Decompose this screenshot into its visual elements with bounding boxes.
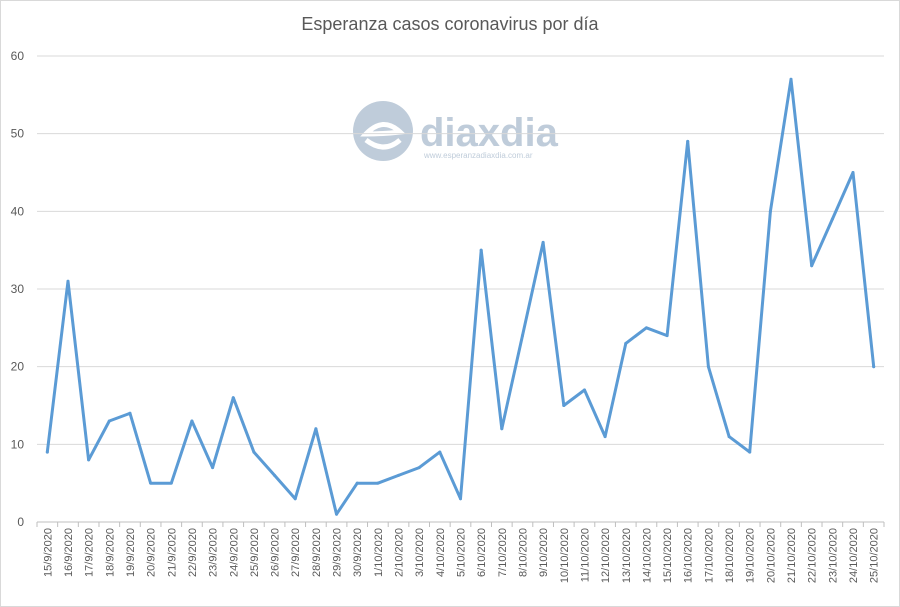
y-tick-label: 60	[11, 49, 25, 63]
data-point	[789, 77, 793, 81]
data-point	[273, 473, 277, 477]
x-tick-label: 19/9/2020	[125, 528, 137, 577]
x-tick-label: 27/9/2020	[290, 528, 302, 577]
data-point	[211, 466, 215, 470]
x-tick-label: 11/10/2020	[579, 528, 591, 582]
x-tick-label: 3/10/2020	[414, 528, 426, 577]
watermark-logo: diaxdia www.esperanzadiaxdia.com.ar	[353, 101, 559, 161]
data-point	[810, 264, 814, 268]
data-point	[603, 435, 607, 439]
data-point	[665, 334, 669, 338]
x-tick-label: 15/9/2020	[42, 528, 54, 577]
data-point	[293, 497, 297, 501]
y-tick-label: 50	[11, 127, 25, 141]
data-point	[376, 481, 380, 485]
x-tick-label: 7/10/2020	[497, 528, 509, 577]
data-point	[872, 365, 876, 369]
x-tick-label: 10/10/2020	[559, 528, 571, 583]
data-point	[252, 450, 256, 454]
x-tick-label: 6/10/2020	[476, 528, 488, 577]
chart-title: Esperanza casos coronavirus por día	[301, 14, 599, 34]
x-tick-label: 1/10/2020	[373, 528, 385, 577]
x-tick-label: 5/10/2020	[456, 528, 468, 577]
data-point	[169, 481, 173, 485]
data-point	[582, 388, 586, 392]
data-point	[66, 279, 70, 283]
data-point	[335, 512, 339, 516]
data-point	[107, 419, 111, 423]
data-point	[128, 411, 132, 415]
data-point	[830, 217, 834, 221]
x-tick-label: 17/9/2020	[84, 528, 96, 577]
data-point	[562, 404, 566, 407]
x-tick-label: 15/10/2020	[662, 528, 674, 583]
y-tick-label: 40	[11, 204, 25, 218]
x-tick-label: 16/10/2020	[683, 528, 695, 583]
data-point	[748, 450, 752, 454]
x-tick-label: 22/9/2020	[187, 528, 199, 577]
y-tick-label: 30	[11, 282, 25, 296]
grid	[37, 55, 884, 523]
y-tick-label: 20	[11, 360, 25, 374]
y-tick-label: 0	[17, 515, 24, 529]
data-point	[231, 396, 235, 400]
watermark-url: www.esperanzadiaxdia.com.ar	[423, 151, 533, 160]
x-tick-label: 9/10/2020	[538, 528, 550, 577]
x-tick-label: 24/9/2020	[228, 528, 240, 577]
data-point	[314, 427, 318, 431]
x-tick-label: 29/9/2020	[332, 528, 344, 577]
x-tick-label: 18/9/2020	[104, 528, 116, 577]
x-tick-label: 16/9/2020	[63, 528, 75, 577]
x-tick-label: 20/9/2020	[146, 528, 158, 577]
x-tick-label: 14/10/2020	[641, 528, 653, 583]
data-point	[727, 435, 731, 439]
x-tick-label: 8/10/2020	[517, 528, 529, 577]
data-point	[541, 240, 545, 244]
data-point	[190, 419, 194, 423]
data-point	[851, 171, 855, 174]
data-point	[624, 341, 628, 345]
x-tick-label: 19/10/2020	[745, 528, 757, 583]
y-axis: 0 10 20 30 40 50 60	[11, 49, 25, 529]
data-point	[706, 365, 710, 369]
data-point	[45, 450, 49, 454]
x-tick-label: 21/10/2020	[786, 528, 798, 583]
data-point	[520, 334, 524, 338]
series	[45, 77, 876, 516]
x-tick-label: 13/10/2020	[621, 528, 633, 583]
x-tick-label: 2/10/2020	[394, 528, 406, 577]
data-point	[479, 248, 483, 252]
data-point	[686, 139, 690, 143]
data-point	[87, 458, 91, 462]
x-tick-label: 24/10/2020	[848, 528, 860, 583]
x-tick-label: 23/10/2020	[827, 528, 839, 583]
x-tick-label: 25/9/2020	[249, 528, 261, 577]
watermark-brand: diaxdia	[420, 111, 559, 155]
x-tick-label: 28/9/2020	[311, 528, 323, 577]
x-tick-label: 4/10/2020	[435, 528, 447, 577]
data-point	[768, 209, 772, 213]
x-tick-label: 30/9/2020	[352, 528, 364, 577]
data-point	[459, 497, 462, 501]
data-point	[355, 481, 359, 485]
x-tick-label: 17/10/2020	[703, 528, 715, 583]
data-point	[397, 473, 401, 477]
x-tick-label: 26/9/2020	[270, 528, 282, 577]
data-point	[438, 450, 442, 454]
x-tick-label: 21/9/2020	[166, 528, 178, 577]
data-point	[417, 466, 421, 470]
data-point	[644, 326, 648, 330]
data-point	[500, 427, 504, 431]
x-tick-label: 22/10/2020	[807, 528, 819, 583]
data-point	[149, 481, 153, 485]
x-axis: 15/9/2020 16/9/2020 17/9/2020 18/9/2020 19/9…	[36, 522, 885, 583]
y-tick-label: 10	[11, 437, 25, 451]
x-tick-label: 12/10/2020	[600, 528, 612, 583]
x-tick-label: 23/9/2020	[208, 528, 220, 577]
x-tick-label: 20/10/2020	[765, 528, 777, 583]
x-tick-label: 25/10/2020	[869, 528, 881, 583]
x-tick-label: 18/10/2020	[724, 528, 736, 583]
